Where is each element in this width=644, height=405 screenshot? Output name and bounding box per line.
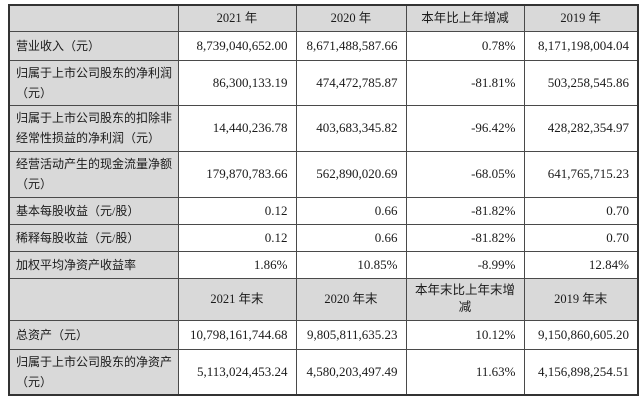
cell-net-assets-2021: 5,113,024,453.24	[177, 348, 297, 395]
cell-basic-eps-2020: 0.66	[295, 196, 407, 225]
table-row-net-profit-deducted: 归属于上市公司股东的扣除非经常性损益的净利润（元） 14,440,236.78 …	[8, 104, 639, 152]
column-header-2021-end: 2021 年末	[177, 277, 297, 321]
cell-operating-revenue-2019: 8,171,198,004.04	[523, 30, 639, 61]
financial-summary-table: 2021 年 2020 年 本年比上年增减 2019 年 营业收入（元） 8,7…	[8, 4, 639, 396]
table-row-operating-revenue: 营业收入（元） 8,739,040,652.00 8,671,488,587.6…	[8, 30, 639, 61]
table-row-basic-eps: 基本每股收益（元/股） 0.12 0.66 -81.82% 0.70	[8, 196, 639, 225]
cell-net-assets-2020: 4,580,203,497.49	[295, 348, 407, 395]
cell-total-assets-change: 10.12%	[405, 319, 525, 350]
cell-net-assets-change: 11.63%	[405, 348, 525, 395]
cell-diluted-eps-change: -81.82%	[405, 223, 525, 252]
cell-weighted-roe-2021: 1.86%	[177, 250, 297, 279]
cell-weighted-roe-2019: 12.84%	[523, 250, 639, 279]
table-row-net-profit: 归属于上市公司股东的净利润（元） 86,300,133.19 474,472,7…	[8, 59, 639, 106]
cell-total-assets-2020: 9,805,811,635.23	[295, 319, 407, 350]
header-row-annual: 2021 年 2020 年 本年比上年增减 2019 年	[8, 4, 639, 32]
cell-net-profit-deducted-2021: 14,440,236.78	[177, 104, 297, 152]
row-label-total-assets: 总资产（元）	[8, 319, 179, 350]
cell-total-assets-2021: 10,798,161,744.68	[177, 319, 297, 350]
column-header-2021: 2021 年	[177, 4, 297, 32]
cell-diluted-eps-2021: 0.12	[177, 223, 297, 252]
row-label-net-profit-deducted: 归属于上市公司股东的扣除非经常性损益的净利润（元）	[8, 104, 179, 152]
column-header-2019: 2019 年	[523, 4, 639, 32]
cell-basic-eps-change: -81.82%	[405, 196, 525, 225]
row-label-diluted-eps: 稀释每股收益（元/股）	[8, 223, 179, 252]
row-label-operating-revenue: 营业收入（元）	[8, 30, 179, 61]
cell-total-assets-2019: 9,150,860,605.20	[523, 319, 639, 350]
cell-net-assets-2019: 4,156,898,254.51	[523, 348, 639, 395]
cell-net-profit-change: -81.81%	[405, 59, 525, 106]
cell-operating-revenue-2020: 8,671,488,587.66	[295, 30, 407, 61]
cell-operating-cash-flow-2019: 641,765,715.23	[523, 150, 639, 198]
cell-basic-eps-2019: 0.70	[523, 196, 639, 225]
corner-cell	[8, 4, 179, 32]
cell-operating-revenue-2021: 8,739,040,652.00	[177, 30, 297, 61]
row-label-weighted-roe: 加权平均净资产收益率	[8, 250, 179, 279]
column-header-yoy-change: 本年比上年增减	[405, 4, 525, 32]
row-label-basic-eps: 基本每股收益（元/股）	[8, 196, 179, 225]
cell-diluted-eps-2020: 0.66	[295, 223, 407, 252]
cell-operating-cash-flow-2020: 562,890,020.69	[295, 150, 407, 198]
cell-operating-revenue-change: 0.78%	[405, 30, 525, 61]
column-header-2020: 2020 年	[295, 4, 407, 32]
row-label-net-profit: 归属于上市公司股东的净利润（元）	[8, 59, 179, 106]
row-label-net-assets: 归属于上市公司股东的净资产（元）	[8, 348, 179, 395]
cell-net-profit-2019: 503,258,545.86	[523, 59, 639, 106]
cell-weighted-roe-2020: 10.85%	[295, 250, 407, 279]
cell-diluted-eps-2019: 0.70	[523, 223, 639, 252]
table-row-operating-cash-flow: 经营活动产生的现金流量净额（元） 179,870,783.66 562,890,…	[8, 150, 639, 198]
cell-operating-cash-flow-change: -68.05%	[405, 150, 525, 198]
table-row-total-assets: 总资产（元） 10,798,161,744.68 9,805,811,635.2…	[8, 319, 639, 350]
column-header-2020-end: 2020 年末	[295, 277, 407, 321]
cell-net-profit-deducted-change: -96.42%	[405, 104, 525, 152]
table-row-diluted-eps: 稀释每股收益（元/股） 0.12 0.66 -81.82% 0.70	[8, 223, 639, 252]
cell-net-profit-2021: 86,300,133.19	[177, 59, 297, 106]
table-row-net-assets: 归属于上市公司股东的净资产（元） 5,113,024,453.24 4,580,…	[8, 348, 639, 395]
cell-net-profit-2020: 474,472,785.87	[295, 59, 407, 106]
cell-basic-eps-2021: 0.12	[177, 196, 297, 225]
cell-operating-cash-flow-2021: 179,870,783.66	[177, 150, 297, 198]
cell-net-profit-deducted-2020: 403,683,345.82	[295, 104, 407, 152]
cell-weighted-roe-change: -8.99%	[405, 250, 525, 279]
corner-cell-year-end	[8, 277, 179, 321]
table-row-weighted-roe: 加权平均净资产收益率 1.86% 10.85% -8.99% 12.84%	[8, 250, 639, 279]
header-row-year-end: 2021 年末 2020 年末 本年末比上年末增减 2019 年末	[8, 277, 639, 321]
column-header-2019-end: 2019 年末	[523, 277, 639, 321]
column-header-year-end-change: 本年末比上年末增减	[405, 277, 525, 321]
row-label-operating-cash-flow: 经营活动产生的现金流量净额（元）	[8, 150, 179, 198]
cell-net-profit-deducted-2019: 428,282,354.97	[523, 104, 639, 152]
